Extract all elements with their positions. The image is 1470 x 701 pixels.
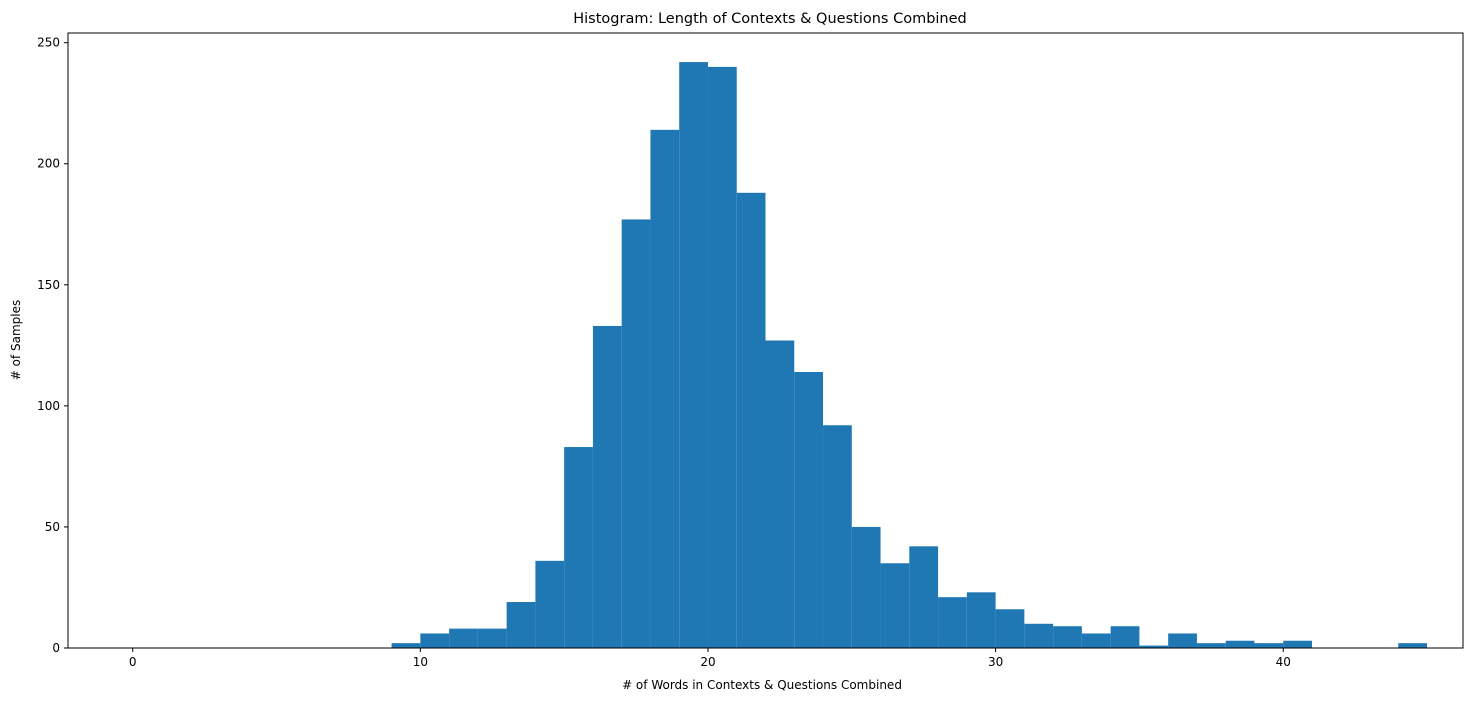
histogram-bar-28 xyxy=(938,597,967,648)
histogram-bar-22 xyxy=(765,340,795,648)
plot-area-frame xyxy=(67,32,1464,649)
histogram-bar-16 xyxy=(592,325,622,648)
x-tick-label-40: 40 xyxy=(1276,655,1291,669)
x-tick-label-10: 10 xyxy=(413,655,428,669)
histogram-bars xyxy=(391,62,1428,649)
histogram-bar-17 xyxy=(621,219,651,648)
x-axis-ticks: 0 10 20 30 40 xyxy=(129,648,1291,669)
histogram-bar-39 xyxy=(1254,643,1284,648)
y-tick-label-250: 250 xyxy=(37,36,60,50)
histogram-bar-27 xyxy=(909,546,939,648)
x-tick-label-0: 0 xyxy=(129,655,137,669)
histogram-bar-15 xyxy=(564,447,593,648)
histogram-bar-12 xyxy=(477,628,507,648)
histogram-bar-10 xyxy=(420,633,450,648)
histogram-bar-32 xyxy=(1053,626,1082,648)
histogram-bar-31 xyxy=(1024,623,1054,648)
x-axis-label: # of Words in Contexts & Questions Combi… xyxy=(622,678,902,692)
histogram-bar-33 xyxy=(1081,633,1111,648)
y-tick-label-150: 150 xyxy=(37,278,60,292)
histogram-bar-11 xyxy=(449,628,478,648)
y-tick-label-200: 200 xyxy=(37,157,60,171)
chart-title: Histogram: Length of Contexts & Question… xyxy=(573,11,967,27)
histogram-bar-24 xyxy=(823,425,852,648)
histogram-bar-9 xyxy=(391,643,421,648)
histogram-bar-20 xyxy=(707,66,737,648)
y-tick-label-50: 50 xyxy=(45,520,60,534)
histogram-bar-23 xyxy=(794,371,824,648)
histogram-bar-14 xyxy=(535,560,565,648)
histogram-bar-26 xyxy=(880,563,910,648)
histogram-bar-13 xyxy=(506,602,536,648)
y-axis-label: # of Samples xyxy=(9,300,23,381)
histogram-bar-18 xyxy=(650,129,680,649)
histogram-bar-37 xyxy=(1196,643,1226,648)
y-tick-label-0: 0 xyxy=(52,641,60,655)
x-tick-label-30: 30 xyxy=(988,655,1003,669)
histogram-bar-19 xyxy=(679,62,708,649)
histogram-bar-40 xyxy=(1283,640,1312,648)
histogram-bar-30 xyxy=(995,609,1025,648)
x-tick-label-20: 20 xyxy=(700,655,715,669)
histogram-bar-29 xyxy=(966,592,996,648)
y-axis-ticks: 0 50 100 150 200 250 xyxy=(37,36,68,655)
histogram-bar-21 xyxy=(736,192,766,649)
histogram-bar-44 xyxy=(1398,643,1428,648)
histogram-bar-38 xyxy=(1225,640,1255,648)
histogram-bar-34 xyxy=(1110,626,1140,648)
histogram-bar-25 xyxy=(851,526,881,648)
y-tick-label-100: 100 xyxy=(37,399,60,413)
histogram-bar-35 xyxy=(1139,645,1169,648)
histogram-bar-36 xyxy=(1168,633,1197,648)
